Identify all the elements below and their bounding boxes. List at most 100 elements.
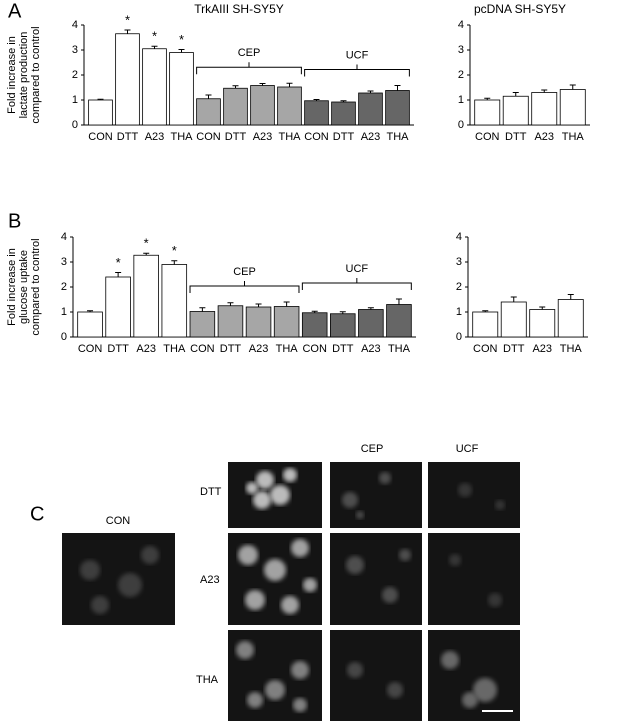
error-bar [512,92,519,97]
y-tick-label: 3 [458,44,464,56]
bar [330,313,356,338]
error-bar [567,294,574,300]
bar [217,305,244,338]
error-bar [395,298,402,305]
error-bar [286,82,293,87]
y-tick-label: 0 [72,119,78,131]
bar [304,100,329,126]
bar [277,86,302,126]
panel-letter: B [8,210,21,232]
y-tick-label: 1 [458,94,464,106]
error-bar [510,296,517,302]
x-tick-label: DTT [505,131,527,143]
y-axis-label: Fold increase in glucose uptake compared… [6,238,42,336]
y-tick-label: 3 [456,256,462,268]
x-tick-label: THA [279,131,302,143]
error-bar [569,84,576,90]
x-tick-label: DTT [332,343,354,355]
error-bar [283,301,290,307]
bar [161,264,188,338]
bar [88,99,113,126]
x-tick-label: A23 [253,131,273,143]
bar [559,89,586,126]
error-bar [340,100,347,102]
y-tick-label: 2 [61,281,67,293]
group-label: UCF [346,49,369,61]
y-tick-label: 0 [458,119,464,131]
bar [245,306,272,338]
error-bar [199,307,206,312]
x-tick-label: DTT [220,343,242,355]
x-tick-label: CON [304,131,329,143]
x-tick-label: CON [196,131,221,143]
error-bar [311,310,318,313]
error-bar [87,310,94,312]
x-tick-label: THA [560,343,583,355]
error-bar [97,98,104,100]
group-label: CEP [233,266,256,278]
bar [531,92,558,126]
error-bar [143,252,150,256]
y-tick-label: 4 [72,19,78,31]
x-tick-label: DTT [107,343,129,355]
bar [133,254,159,338]
bar [472,311,499,338]
micrograph-label: CON [106,515,131,527]
x-tick-label: A23 [532,343,552,355]
x-tick-label: THA [163,343,186,355]
micrograph-label: A23 [200,574,220,586]
bar [502,95,529,126]
x-tick-label: CON [475,131,500,143]
bar [169,52,194,126]
micrograph-label: CEP [361,443,384,455]
group-bracket [189,281,300,293]
group-bracket [304,64,410,77]
error-bar [482,310,489,312]
y-tick-label: 3 [72,44,78,56]
micrograph-label: THA [196,674,219,686]
y-axis-label: Fold increase in lactate production comp… [6,26,42,124]
error-bar [541,89,548,93]
group-bracket [301,278,412,290]
bar [358,92,383,126]
bar [386,304,412,338]
y-tick-label: 2 [458,69,464,81]
x-tick-label: CON [302,343,327,355]
bar [189,311,216,338]
y-tick-label: 4 [458,19,464,31]
error-bar [313,99,320,101]
y-tick-label: 2 [72,69,78,81]
y-tick-label: 1 [72,94,78,106]
error-bar [539,306,546,310]
significance-mark: * [152,29,157,44]
significance-mark: * [179,32,184,47]
bar [196,98,221,126]
y-tick-label: 4 [61,231,67,243]
error-bar [232,85,239,89]
significance-mark: * [116,255,121,270]
y-tick-label: 1 [456,306,462,318]
error-bar [115,272,122,277]
significance-mark: * [125,12,130,27]
panel-letter: C [30,503,44,525]
error-bar [255,303,262,307]
bar [273,306,300,338]
micrographs [62,462,520,721]
y-tick-label: 0 [61,331,67,343]
x-tick-label: THA [276,343,299,355]
bar [385,90,410,126]
bar [115,33,140,126]
y-tick-label: 4 [456,231,462,243]
error-bar [394,85,401,91]
bar [331,101,356,126]
bar [105,276,131,338]
x-tick-label: DTT [333,131,355,143]
x-tick-label: A23 [534,131,554,143]
error-bar [367,90,374,93]
error-bar [171,260,178,265]
bar [500,301,527,338]
bar [142,48,167,126]
x-tick-label: DTT [117,131,139,143]
error-bar [178,49,185,53]
